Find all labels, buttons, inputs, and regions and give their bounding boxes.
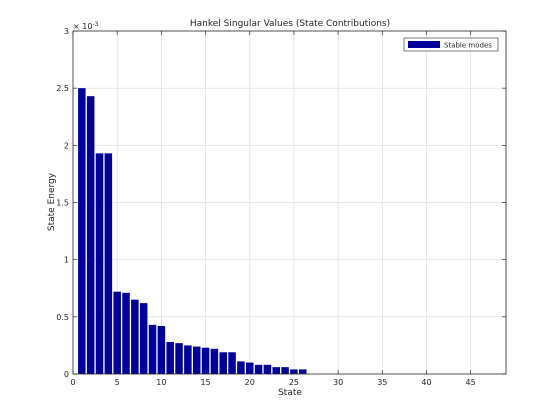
bar — [122, 292, 130, 374]
y-exponent-label: × 10-3 — [73, 21, 99, 31]
x-tick-label: 20 — [245, 378, 255, 387]
bar — [139, 303, 148, 374]
bar — [201, 347, 210, 374]
bar — [219, 352, 227, 374]
tick-marks — [72, 30, 506, 375]
bar — [192, 346, 201, 374]
bar — [245, 362, 254, 374]
x-tick-label: 25 — [289, 378, 299, 387]
bar — [298, 369, 307, 374]
y-tick-labels: 0 0.5 1 1.5 2 2.5 3 — [56, 27, 69, 379]
grid-lines — [73, 31, 506, 374]
bar — [254, 364, 263, 374]
bar — [113, 291, 121, 374]
y-tick-label: 2 — [64, 141, 69, 150]
bar — [175, 343, 183, 374]
bar — [166, 341, 174, 374]
legend-label: Stable modes — [444, 42, 492, 50]
x-tick-label: 30 — [333, 378, 343, 387]
bar — [272, 367, 281, 374]
x-tick-label: 0 — [70, 378, 75, 387]
bar — [148, 324, 157, 374]
bar — [157, 325, 166, 374]
y-tick-label: 3 — [64, 27, 69, 36]
x-tick-label: 40 — [421, 378, 431, 387]
x-tick-label: 35 — [377, 378, 387, 387]
y-tick-label: 0.5 — [56, 313, 69, 322]
legend: Stable modes — [403, 37, 499, 52]
x-tick-label: 10 — [156, 378, 166, 387]
x-tick-label: 5 — [115, 378, 120, 387]
y-tick-label: 1 — [64, 256, 69, 265]
bar — [263, 364, 272, 374]
y-axis-label: State Energy — [47, 172, 57, 231]
y-tick-label: 0 — [64, 370, 69, 379]
bar — [86, 96, 95, 375]
bar — [78, 88, 86, 375]
x-tick-labels: 0 5 10 15 20 25 30 35 40 45 — [70, 378, 475, 387]
bars — [78, 88, 307, 375]
bar — [281, 367, 289, 374]
bar — [95, 153, 104, 374]
x-axis-label: State — [278, 388, 302, 398]
chart-title: Hankel Singular Values (State Contributi… — [190, 19, 390, 29]
legend-swatch — [408, 41, 440, 48]
bar — [104, 153, 113, 374]
y-tick-label: 1.5 — [56, 199, 69, 208]
bar — [210, 348, 219, 374]
y-tick-label: 2.5 — [56, 84, 69, 93]
bar — [237, 361, 245, 374]
bar — [131, 299, 139, 374]
x-tick-label: 15 — [200, 378, 210, 387]
x-tick-label: 45 — [466, 378, 476, 387]
bar — [228, 352, 236, 374]
bar — [184, 345, 192, 374]
